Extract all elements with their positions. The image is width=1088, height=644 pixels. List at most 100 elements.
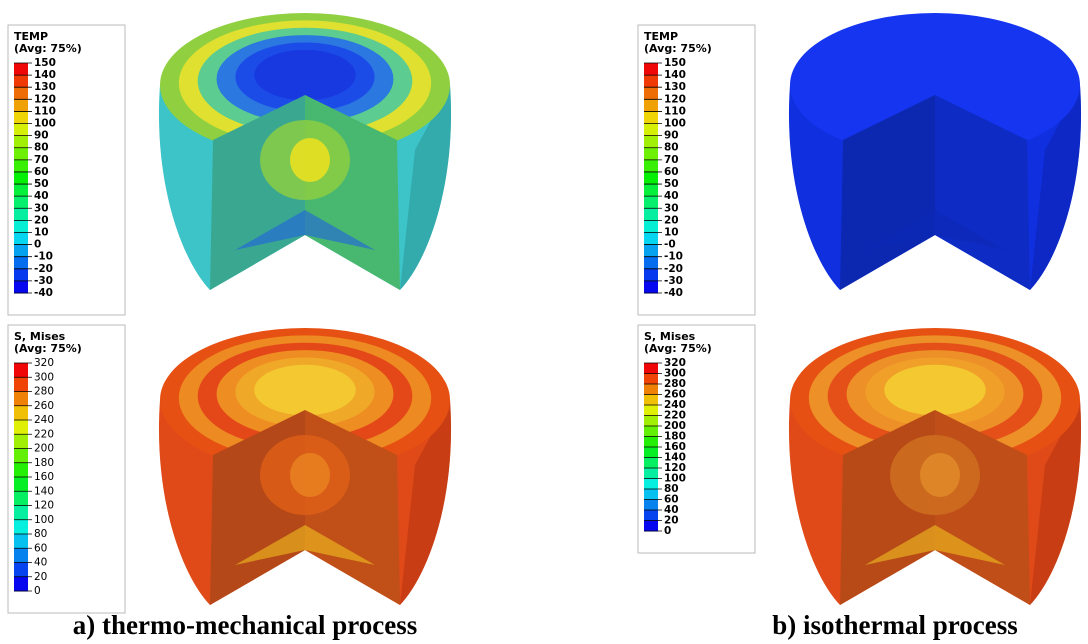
legend-label: 40: [664, 190, 679, 202]
legend-band: [644, 136, 658, 149]
legend-subtitle: (Avg: 75%): [644, 42, 712, 55]
legend-band: [644, 384, 658, 395]
model: [789, 13, 1081, 290]
legend-band: [14, 406, 28, 421]
legend-label: 0: [664, 525, 671, 537]
legend-label: 240: [34, 414, 54, 426]
legend-label: 70: [34, 154, 49, 166]
legend-band: [644, 405, 658, 416]
legend-band: [14, 232, 28, 245]
legend-label: 0: [34, 239, 41, 251]
legend-band: [644, 111, 658, 124]
caption: b) isothermal process: [772, 610, 1017, 640]
model-top: [254, 365, 356, 415]
legend-label: 120: [34, 93, 56, 105]
legend-band: [644, 245, 658, 258]
legend-subtitle: (Avg: 75%): [644, 342, 712, 355]
model-core: [920, 453, 960, 497]
legend-band: [14, 534, 28, 549]
legend-band: [644, 208, 658, 221]
legend-band: [14, 520, 28, 535]
legend-label: -40: [664, 287, 683, 299]
legend-band: [644, 63, 658, 76]
legend-band: [644, 395, 658, 406]
legend-label: 40: [34, 557, 47, 569]
legend-band: [644, 426, 658, 437]
legend-band: [644, 99, 658, 112]
legend-label: 60: [34, 542, 47, 554]
legend-label: 10: [34, 226, 49, 238]
model-core: [290, 138, 330, 182]
model-top: [884, 365, 986, 415]
legend-label: 220: [34, 428, 54, 440]
legend-band: [644, 148, 658, 161]
legend-band: [644, 172, 658, 185]
legend-band: [644, 124, 658, 137]
legend-band: [14, 548, 28, 563]
legend-band: [14, 477, 28, 492]
legend-band: [644, 416, 658, 427]
legend-label: 140: [664, 69, 686, 81]
legend-band: [644, 500, 658, 511]
legend-label: 50: [664, 178, 679, 190]
legend-label: 260: [34, 400, 54, 412]
legend-label: 100: [34, 118, 56, 130]
legend-band: [644, 220, 658, 233]
legend-label: 100: [34, 514, 54, 526]
legend-label: 30: [664, 202, 679, 214]
legend-band: [14, 220, 28, 233]
legend-label: 90: [664, 130, 679, 142]
legend-band: [644, 269, 658, 282]
legend-band: [644, 374, 658, 385]
legend-label: 160: [34, 471, 54, 483]
legend-label: 100: [664, 118, 686, 130]
legend-band: [14, 196, 28, 209]
legend-label: 60: [34, 166, 49, 178]
legend-label: 130: [664, 81, 686, 93]
legend-band: [644, 87, 658, 100]
legend-label: 140: [34, 69, 56, 81]
legend-label: -0: [664, 239, 676, 251]
legend-label: 20: [34, 214, 49, 226]
legend-label: 60: [664, 166, 679, 178]
legend-band: [644, 468, 658, 479]
legend-label: 40: [34, 190, 49, 202]
legend-label: 80: [664, 142, 679, 154]
legend-band: [14, 491, 28, 506]
legend-label: -30: [664, 275, 683, 287]
legend-band: [14, 463, 28, 478]
legend-label: 110: [664, 105, 686, 117]
legend-band: [644, 489, 658, 500]
legend-band: [644, 75, 658, 88]
legend-band: [14, 184, 28, 197]
legend-label: -10: [34, 251, 53, 263]
legend-band: [14, 563, 28, 578]
legend-label: 140: [34, 485, 54, 497]
legend-label: -10: [664, 251, 683, 263]
model-top: [254, 50, 356, 100]
legend-label: 70: [664, 154, 679, 166]
figure: TEMP(Avg: 75%)15014013012011010090807060…: [0, 0, 1088, 644]
legend-band: [14, 392, 28, 407]
legend-band: [644, 184, 658, 197]
legend-band: [14, 245, 28, 258]
legend-subtitle: (Avg: 75%): [14, 342, 82, 355]
legend-band: [644, 479, 658, 490]
legend-band: [14, 281, 28, 294]
legend-band: [14, 111, 28, 124]
legend-band: [14, 124, 28, 137]
legend-label: 80: [34, 528, 47, 540]
legend-band: [644, 281, 658, 294]
legend-band: [14, 434, 28, 449]
legend-label: 0: [34, 585, 41, 597]
legend-band: [644, 447, 658, 458]
legend-label: -20: [34, 263, 53, 275]
legend-band: [14, 148, 28, 161]
legend-band: [644, 521, 658, 532]
legend-label: 20: [34, 571, 47, 583]
legend-band: [14, 269, 28, 282]
legend-band: [14, 172, 28, 185]
model: [159, 13, 451, 290]
legend-label: 50: [34, 178, 49, 190]
legend-band: [14, 136, 28, 149]
